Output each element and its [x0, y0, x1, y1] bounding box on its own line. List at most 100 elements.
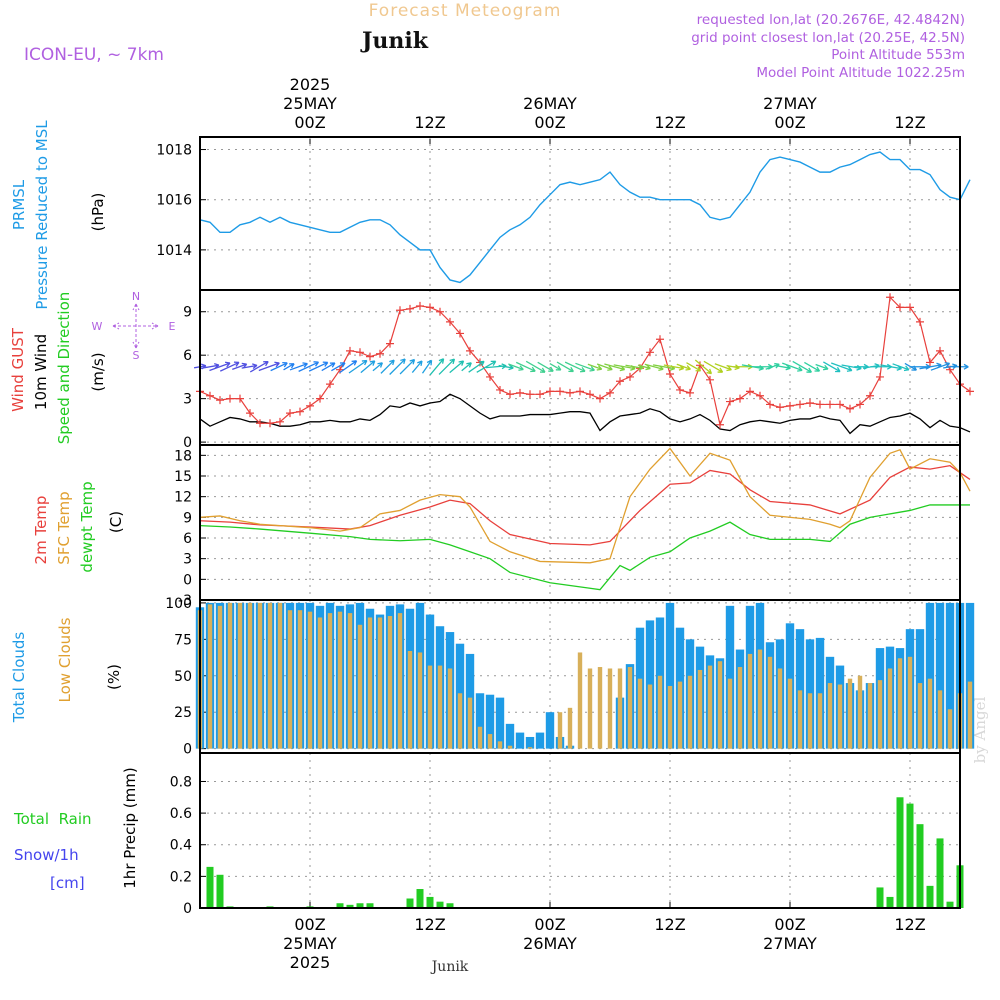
low-cloud-bar	[217, 605, 223, 749]
gust-marker	[306, 401, 314, 410]
gust-marker	[816, 400, 824, 409]
low-cloud-bar	[377, 617, 383, 749]
precip-unit: 1hr Precip (mm)	[121, 767, 139, 888]
temp-y-tick-label: -3	[178, 593, 192, 609]
compass-n: N	[132, 290, 140, 303]
low-cloud-bar	[247, 602, 253, 749]
temp-grid	[200, 445, 960, 601]
time-label-top: 26MAY	[523, 94, 577, 113]
low-cloud-bar	[337, 611, 343, 749]
temp-y-ticks: -3 0 3 6 9 12 15 18	[174, 448, 206, 609]
gust-marker	[856, 400, 864, 409]
total-cloud-bar	[925, 602, 935, 749]
model-label: ICON-EU, ~ 7km	[24, 45, 164, 65]
low-cloud-bar	[767, 656, 773, 749]
low-cloud-bar	[817, 693, 823, 749]
pressure-y-tick-label: 1016	[156, 193, 192, 209]
clouds-y-tick-label: 75	[174, 632, 192, 648]
low-cloud-bar	[267, 602, 273, 749]
pressure-line	[199, 151, 971, 284]
temp-plot	[199, 447, 971, 591]
total-cloud-bar	[725, 605, 735, 749]
low-cloud-bar	[317, 617, 323, 749]
precip-labels: Total Rain Snow/1h [cm] 1hr Precip (mm)	[13, 767, 139, 892]
rain-bar	[446, 903, 454, 908]
low-cloud-bar	[257, 602, 263, 749]
low-cloud-bar	[387, 616, 393, 749]
gust-marker	[246, 409, 254, 418]
low-cloud-bar	[557, 712, 563, 749]
gust-marker	[296, 407, 304, 416]
t2m-label: 2m Temp	[32, 496, 50, 565]
low-cloud-bar	[877, 680, 883, 749]
rain-bar	[906, 803, 914, 908]
pressure-labels: PRMSL Pressure Reduced to MSL (hPa)	[10, 120, 107, 310]
temp-unit: (C)	[107, 511, 125, 533]
pressure-label-2: Pressure Reduced to MSL	[33, 120, 51, 310]
wind-arrow	[283, 363, 295, 371]
gust-marker	[586, 390, 594, 399]
wind-arrow	[556, 361, 574, 373]
gust-marker	[896, 303, 904, 312]
time-label: 26MAY	[523, 934, 577, 953]
wind-arrow	[429, 358, 445, 376]
rain-bar	[436, 901, 444, 908]
temp-y-tick-label: 0	[183, 572, 192, 588]
gust-marker	[936, 346, 944, 355]
gust-marker	[606, 388, 614, 397]
low-cloud-bar	[447, 668, 453, 749]
compass-rose: N W E S	[92, 290, 176, 362]
wind-arrow	[308, 361, 329, 372]
low-cloud-bar	[487, 734, 493, 749]
low-cloud-bar	[407, 651, 413, 749]
low-cloud-bar	[397, 613, 403, 749]
time-label-top: 12Z	[894, 113, 925, 132]
gust-marker	[506, 390, 514, 399]
gridpoint-coords: grid point closest lon,lat (20.25E, 42.5…	[691, 30, 965, 46]
gust-marker	[566, 388, 574, 397]
cloud-unit: (%)	[105, 664, 123, 690]
gust-marker	[716, 420, 724, 429]
time-label: 27MAY	[763, 934, 817, 953]
total-cloud-bar	[475, 693, 485, 749]
low-cloud-bar	[477, 726, 483, 749]
gust-marker	[686, 388, 694, 397]
precip-y-tick-label: 0.2	[170, 869, 192, 885]
gust-marker	[876, 372, 884, 381]
low-cloud-bar	[227, 602, 233, 749]
rain-bar	[916, 824, 924, 908]
gust-marker	[596, 394, 604, 403]
wind-arrow	[219, 361, 240, 372]
total-cloud-bar	[545, 712, 555, 749]
low-cloud-bar	[297, 610, 303, 749]
wind-arrow	[380, 359, 395, 374]
dew-label: dewpt Temp	[78, 481, 96, 572]
wind-arrow	[823, 361, 841, 373]
total-cloud-bar	[495, 697, 505, 749]
precip-grid	[200, 753, 960, 909]
wind-plot	[193, 293, 974, 435]
total-cloud-bar	[505, 723, 515, 749]
rain-bar	[206, 866, 214, 908]
gust-marker	[206, 391, 214, 400]
wind-arrow	[525, 360, 546, 373]
gust-marker	[576, 387, 584, 396]
low-cloud-bar	[887, 668, 893, 749]
gust-marker	[516, 388, 524, 397]
temp-y-tick-label: 6	[183, 531, 192, 547]
wind-unit: (m/s)	[89, 352, 107, 391]
total-cloud-bar	[945, 602, 955, 749]
low-cloud-bar	[857, 675, 863, 749]
wind-y-tick-label: 0	[183, 435, 192, 451]
wind-arrow	[703, 360, 724, 373]
gust-marker	[416, 301, 424, 310]
low-cloud-bar	[717, 661, 723, 749]
pressure-y-tick-label: 1014	[156, 243, 192, 259]
wind-arrow	[498, 364, 514, 371]
compass-cross	[112, 303, 159, 349]
wind-arrow	[564, 361, 586, 373]
wind-arrow	[339, 360, 358, 374]
low-cloud-bar	[507, 745, 513, 749]
time-label-top: 25MAY	[283, 94, 337, 113]
rain-bar	[946, 901, 954, 908]
